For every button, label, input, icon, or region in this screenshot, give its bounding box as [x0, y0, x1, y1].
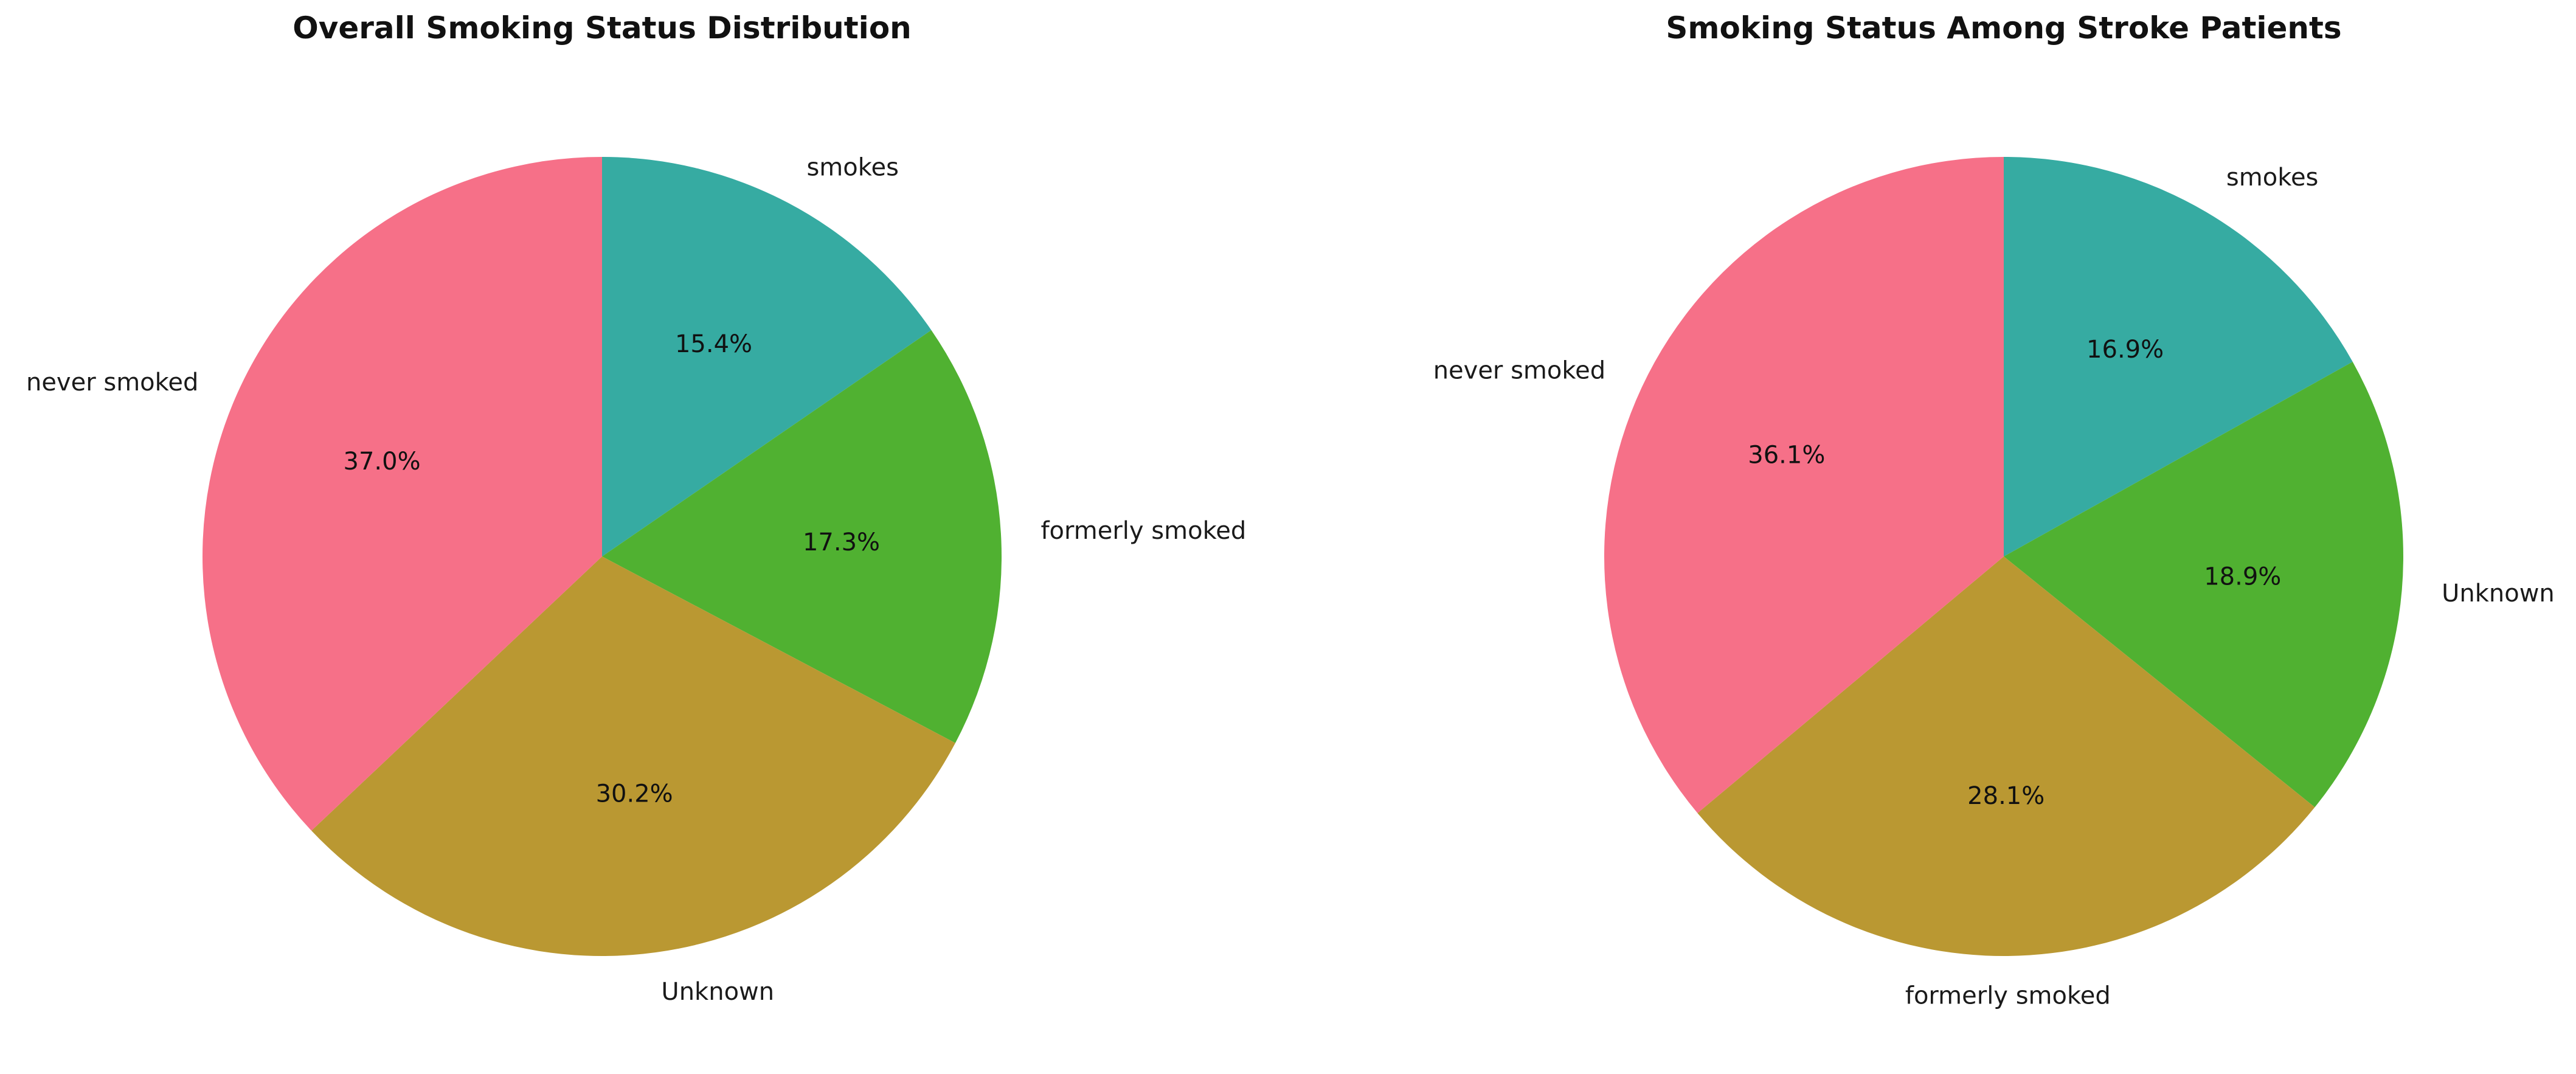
- pie-pct-label: 15.4%: [675, 330, 752, 358]
- pie-slice-smokes: [602, 157, 932, 556]
- pie-slice-smokes: [2004, 157, 2353, 556]
- pie-category-label: never smoked: [26, 369, 198, 397]
- pie-category-label: smokes: [806, 153, 898, 181]
- pie-category-label: never smoked: [1433, 356, 1605, 384]
- pie-slices: [203, 157, 1002, 957]
- pie-category-label: formerly smoked: [1905, 982, 2111, 1010]
- pie-category-label: Unknown: [2442, 580, 2555, 608]
- pie-chart-overall: Overall Smoking Status Distribution 15.4…: [26, 10, 1246, 1006]
- pie-slice-unknown: [311, 556, 955, 957]
- pie-slices: [1604, 156, 2403, 956]
- pie-pct-label: 36.1%: [1748, 441, 1825, 469]
- pie-slice-never-smoked: [1604, 156, 2004, 813]
- pie-pct-label: 18.9%: [2204, 563, 2281, 591]
- pie-pct-label: 16.9%: [2086, 336, 2164, 364]
- pie-category-label: formerly smoked: [1040, 517, 1246, 545]
- pie-slice-unknown: [2004, 361, 2403, 808]
- pie-slice-never-smoked: [203, 157, 602, 831]
- pie-category-label: Unknown: [661, 978, 774, 1006]
- pie-pct-label: 37.0%: [344, 448, 421, 476]
- pie-labels: 15.4% smokes 17.3% formerly smoked 30.2% Unkn…: [26, 153, 1246, 1006]
- pie-pct-label: 28.1%: [1967, 782, 2045, 810]
- pie-category-label: smokes: [2226, 164, 2318, 192]
- pie-slice-formerly-smoked: [1697, 556, 2315, 956]
- chart-title: Smoking Status Among Stroke Patients: [1666, 10, 2341, 46]
- pie-chart-stroke-patients: Smoking Status Among Stroke Patients 16.…: [1433, 10, 2555, 1010]
- pie-slice-formerly-smoked: [602, 330, 1002, 743]
- pie-pct-label: 30.2%: [596, 780, 673, 808]
- pie-pct-label: 17.3%: [803, 528, 880, 556]
- chart-title: Overall Smoking Status Distribution: [293, 10, 912, 46]
- pie-labels: 16.9% smokes 18.9% Unknown 28.1% formerly smo…: [1433, 164, 2555, 1010]
